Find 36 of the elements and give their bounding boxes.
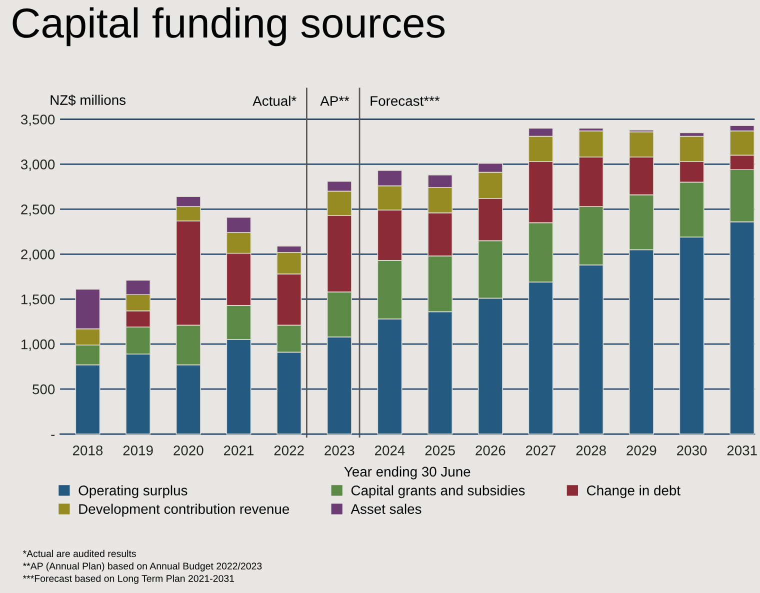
x-tick-label: 2023 xyxy=(324,446,354,456)
x-tick-label: 2030 xyxy=(677,446,707,456)
x-tick-label: 2021 xyxy=(224,446,254,456)
text: **AP (Annual Plan) based on Annual Budget 2022/2023 xyxy=(22,562,262,572)
x-tick-label: 2024 xyxy=(374,446,405,456)
x-tick-label: 2026 xyxy=(476,446,506,456)
y-tick-label: 1,500 xyxy=(21,294,55,306)
legend-label: Capital grants and subsidies xyxy=(351,485,525,498)
ref-line-label: AP** xyxy=(320,96,350,106)
x-tick-label: 2025 xyxy=(425,446,455,456)
x-tick-label: 2018 xyxy=(72,446,103,456)
annotation: Forecast*** xyxy=(370,96,440,106)
chart-title: Capital funding sources xyxy=(12,7,445,46)
legend-label: Change in debt xyxy=(587,485,680,498)
y-tick-label: 1,000 xyxy=(21,339,55,351)
y-tick-label: - xyxy=(51,434,55,436)
x-axis-title: Year ending 30 June xyxy=(344,466,470,480)
y-tick-label: 500 xyxy=(32,384,55,394)
x-tick-label: 2020 xyxy=(174,446,204,456)
ref-line-label: Actual* xyxy=(252,96,296,106)
x-tick-label: 2022 xyxy=(274,446,304,456)
y-tick-label: 2,500 xyxy=(21,204,55,216)
legend-label: Asset sales xyxy=(350,504,422,514)
legend-label: Development contribution revenue xyxy=(79,504,290,517)
x-tick-label: 2019 xyxy=(123,446,153,456)
legend-label: Operating surplus xyxy=(78,485,188,498)
y-axis-title: NZ$ millions xyxy=(50,94,126,106)
x-tick-label: 2027 xyxy=(526,446,556,456)
y-tick-label: 2,000 xyxy=(21,249,55,261)
text: ***Forecast based on Long Term Plan 2021-2031 xyxy=(22,574,234,584)
x-tick-label: 2031 xyxy=(727,446,757,456)
x-tick-label: 2029 xyxy=(626,446,656,456)
text: *Actual are audited results xyxy=(22,550,136,558)
y-tick-label: 3,500 xyxy=(20,114,55,126)
y-tick-label: 3,000 xyxy=(20,160,55,172)
x-tick-label: 2028 xyxy=(576,446,606,456)
